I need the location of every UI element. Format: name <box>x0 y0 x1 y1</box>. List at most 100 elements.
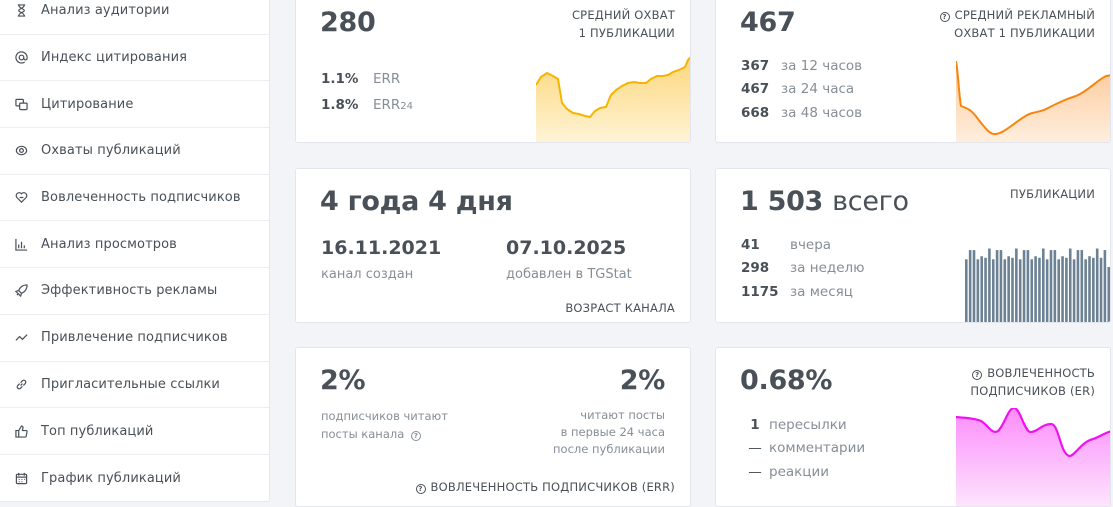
publication-bar <box>1103 250 1107 322</box>
help-icon[interactable]: ? <box>410 431 421 441</box>
publications-caption: ПУБЛИКАЦИИ <box>1010 187 1095 201</box>
publication-bar <box>1003 259 1007 322</box>
added-date: 07.10.2025 <box>506 237 627 259</box>
created-label: канал создан <box>321 267 414 282</box>
sidebar-item-label: Пригласительные ссылки <box>41 376 220 392</box>
sidebar-item-label: Индекс цитирования <box>41 50 188 66</box>
eye-icon <box>14 144 28 158</box>
sidebar-item-citation-index[interactable]: Индекс цитирования <box>0 35 269 82</box>
sidebar-item-subscriber-engagement[interactable]: Вовлеченность подписчиков <box>0 175 269 222</box>
publication-bar <box>1022 250 1026 322</box>
heart-handshake-icon <box>14 191 28 205</box>
link-icon <box>14 377 28 391</box>
publication-bar <box>968 250 972 322</box>
sidebar-item-audience-analysis[interactable]: Анализ аудитории <box>0 0 269 35</box>
sidebar-item-label: Анализ просмотров <box>41 236 177 252</box>
thumbs-up-icon <box>14 424 28 438</box>
publications-value: 1 503 всего <box>740 186 909 217</box>
publication-bar <box>1076 250 1080 322</box>
err-right-value: 2% <box>619 365 666 396</box>
publications-row-yesterday: 41 вчера <box>741 237 832 253</box>
er-row-comments: — комментарии <box>748 440 866 456</box>
publication-bar <box>965 259 968 322</box>
help-icon[interactable]: ? <box>972 370 983 380</box>
hourglass-icon <box>14 4 28 18</box>
publication-bar <box>1065 257 1068 322</box>
ad-reach-value: 467 <box>740 7 796 38</box>
err-caption: ? ВОВЛЕЧЕННОСТЬ ПОДПИСЧИКОВ (ERR) <box>415 478 675 496</box>
publication-bar <box>988 248 991 322</box>
er-caption: ? ВОВЛЕЧЕННОСТЬ ПОДПИСЧИКОВ (ER) <box>970 366 1095 398</box>
publication-bar <box>972 250 976 322</box>
trend-icon <box>14 331 28 345</box>
sidebar-item-label: Анализ аудитории <box>41 3 170 19</box>
publication-bar <box>1095 248 1099 322</box>
publication-bar <box>1038 257 1041 322</box>
ad-reach-card: 467 ? СРЕДНИЙ РЕКЛАМНЫЙ ОХВАТ 1 ПУБЛИКАЦИ… <box>715 0 1111 143</box>
publication-bar <box>1088 256 1091 322</box>
sidebar-item-invite-links[interactable]: Пригласительные ссылки <box>0 362 269 409</box>
sidebar-item-subscriber-acquisition[interactable]: Привлечение подписчиков <box>0 315 269 362</box>
avg-reach-card: 280 СРЕДНИЙ ОХВАТ 1 ПУБЛИКАЦИИ 1.1% ERR … <box>295 0 691 143</box>
publication-bar <box>1061 256 1064 322</box>
at-icon <box>14 51 28 65</box>
publication-bar <box>1072 259 1076 322</box>
sidebar-item-citations[interactable]: Цитирование <box>0 81 269 129</box>
channel-age-caption: ВОЗРАСТ КАНАЛА <box>565 301 675 315</box>
ad-reach-row-48h: 668 за 48 часов <box>741 105 863 121</box>
sidebar: Анализ аудитории Индекс цитирования Цити… <box>0 0 270 502</box>
sidebar-item-label: График публикаций <box>41 470 181 486</box>
ad-reach-sparkline <box>956 61 1110 142</box>
err-card: 2% подписчиков читают посты канала ? 2% … <box>295 347 691 507</box>
publications-row-month: 1175 за месяц <box>741 284 853 300</box>
ad-reach-row-12h: 367 за 12 часов <box>741 58 863 74</box>
publication-bar <box>1018 259 1022 322</box>
publication-bar <box>1007 256 1010 322</box>
publication-bar <box>1042 248 1045 322</box>
publication-bar <box>1080 250 1084 322</box>
er-row-reactions: — реакции <box>748 464 830 480</box>
help-icon[interactable]: ? <box>939 12 950 22</box>
publication-bar <box>1045 259 1049 322</box>
publication-bar <box>1107 267 1110 322</box>
publication-bar <box>1057 259 1060 322</box>
publication-bar <box>999 250 1003 322</box>
publication-bar <box>1011 257 1014 322</box>
publication-bar <box>991 259 995 322</box>
avg-reach-sparkline <box>536 56 690 142</box>
err24-row: 1.8% ERR 24 <box>321 97 414 113</box>
publication-bar <box>1049 250 1053 322</box>
sidebar-item-top-posts[interactable]: Топ публикаций <box>0 408 269 455</box>
publication-bar <box>984 257 987 322</box>
ad-reach-caption: ? СРЕДНИЙ РЕКЛАМНЫЙ ОХВАТ 1 ПУБЛИКАЦИИ <box>939 6 1095 42</box>
bar-chart-icon <box>14 237 28 251</box>
avg-reach-value: 280 <box>320 7 376 38</box>
sidebar-item-label: Цитирование <box>41 96 134 112</box>
rocket-icon <box>14 284 28 298</box>
publications-row-week: 298 за неделю <box>741 260 865 276</box>
publication-bar <box>980 256 983 322</box>
publication-bar <box>976 259 980 322</box>
publication-bar <box>1068 248 1072 322</box>
publication-bar <box>1084 259 1087 322</box>
publication-bar <box>1099 257 1103 322</box>
publication-bar <box>1053 250 1057 322</box>
quote-copy-icon <box>14 97 28 111</box>
publication-bar <box>1026 250 1030 322</box>
sidebar-item-label: Привлечение подписчиков <box>41 330 228 346</box>
er-card: 0.68% ? ВОВЛЕЧЕННОСТЬ ПОДПИСЧИКОВ (ER) 1 … <box>715 347 1111 507</box>
sidebar-item-ad-effectiveness[interactable]: Эффективность рекламы <box>0 268 269 315</box>
sidebar-item-label: Эффективность рекламы <box>41 283 218 299</box>
publications-card: 1 503 всего ПУБЛИКАЦИИ 41 вчера 298 за н… <box>715 168 1111 323</box>
err-row: 1.1% ERR <box>321 71 401 87</box>
ad-reach-row-24h: 467 за 24 часа <box>741 81 855 97</box>
err-left-value: 2% <box>320 365 366 396</box>
created-date: 16.11.2021 <box>321 237 442 259</box>
sidebar-item-views-analysis[interactable]: Анализ просмотров <box>0 221 269 269</box>
sidebar-item-post-schedule[interactable]: График публикаций <box>0 455 269 502</box>
err-right-description: читают посты в первые 24 часа после публ… <box>553 408 665 456</box>
sidebar-item-post-reach[interactable]: Охваты публикаций <box>0 128 269 175</box>
help-icon[interactable]: ? <box>415 484 426 494</box>
publication-bar <box>1034 256 1037 322</box>
calendar-icon <box>14 471 28 485</box>
